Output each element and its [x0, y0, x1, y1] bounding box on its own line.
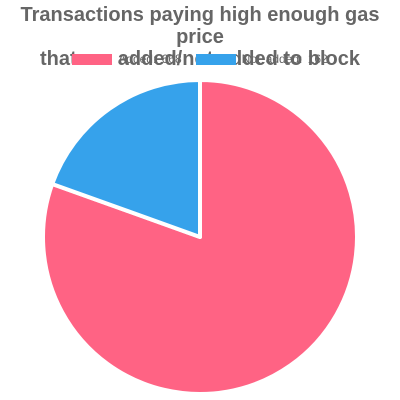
legend: Added: 668 Not added: 162: [0, 52, 400, 66]
legend-label-added: Added: 668: [118, 52, 182, 66]
pie-slice-not-added[interactable]: [50, 78, 202, 239]
legend-swatch-not-added: [195, 53, 236, 65]
legend-label-not-added: Not added: 162: [241, 52, 328, 66]
pie-slices: [41, 78, 359, 396]
legend-item-added[interactable]: Added: 668: [72, 52, 182, 66]
legend-swatch-added: [72, 53, 113, 65]
legend-item-not-added[interactable]: Not added: 162: [195, 52, 328, 66]
